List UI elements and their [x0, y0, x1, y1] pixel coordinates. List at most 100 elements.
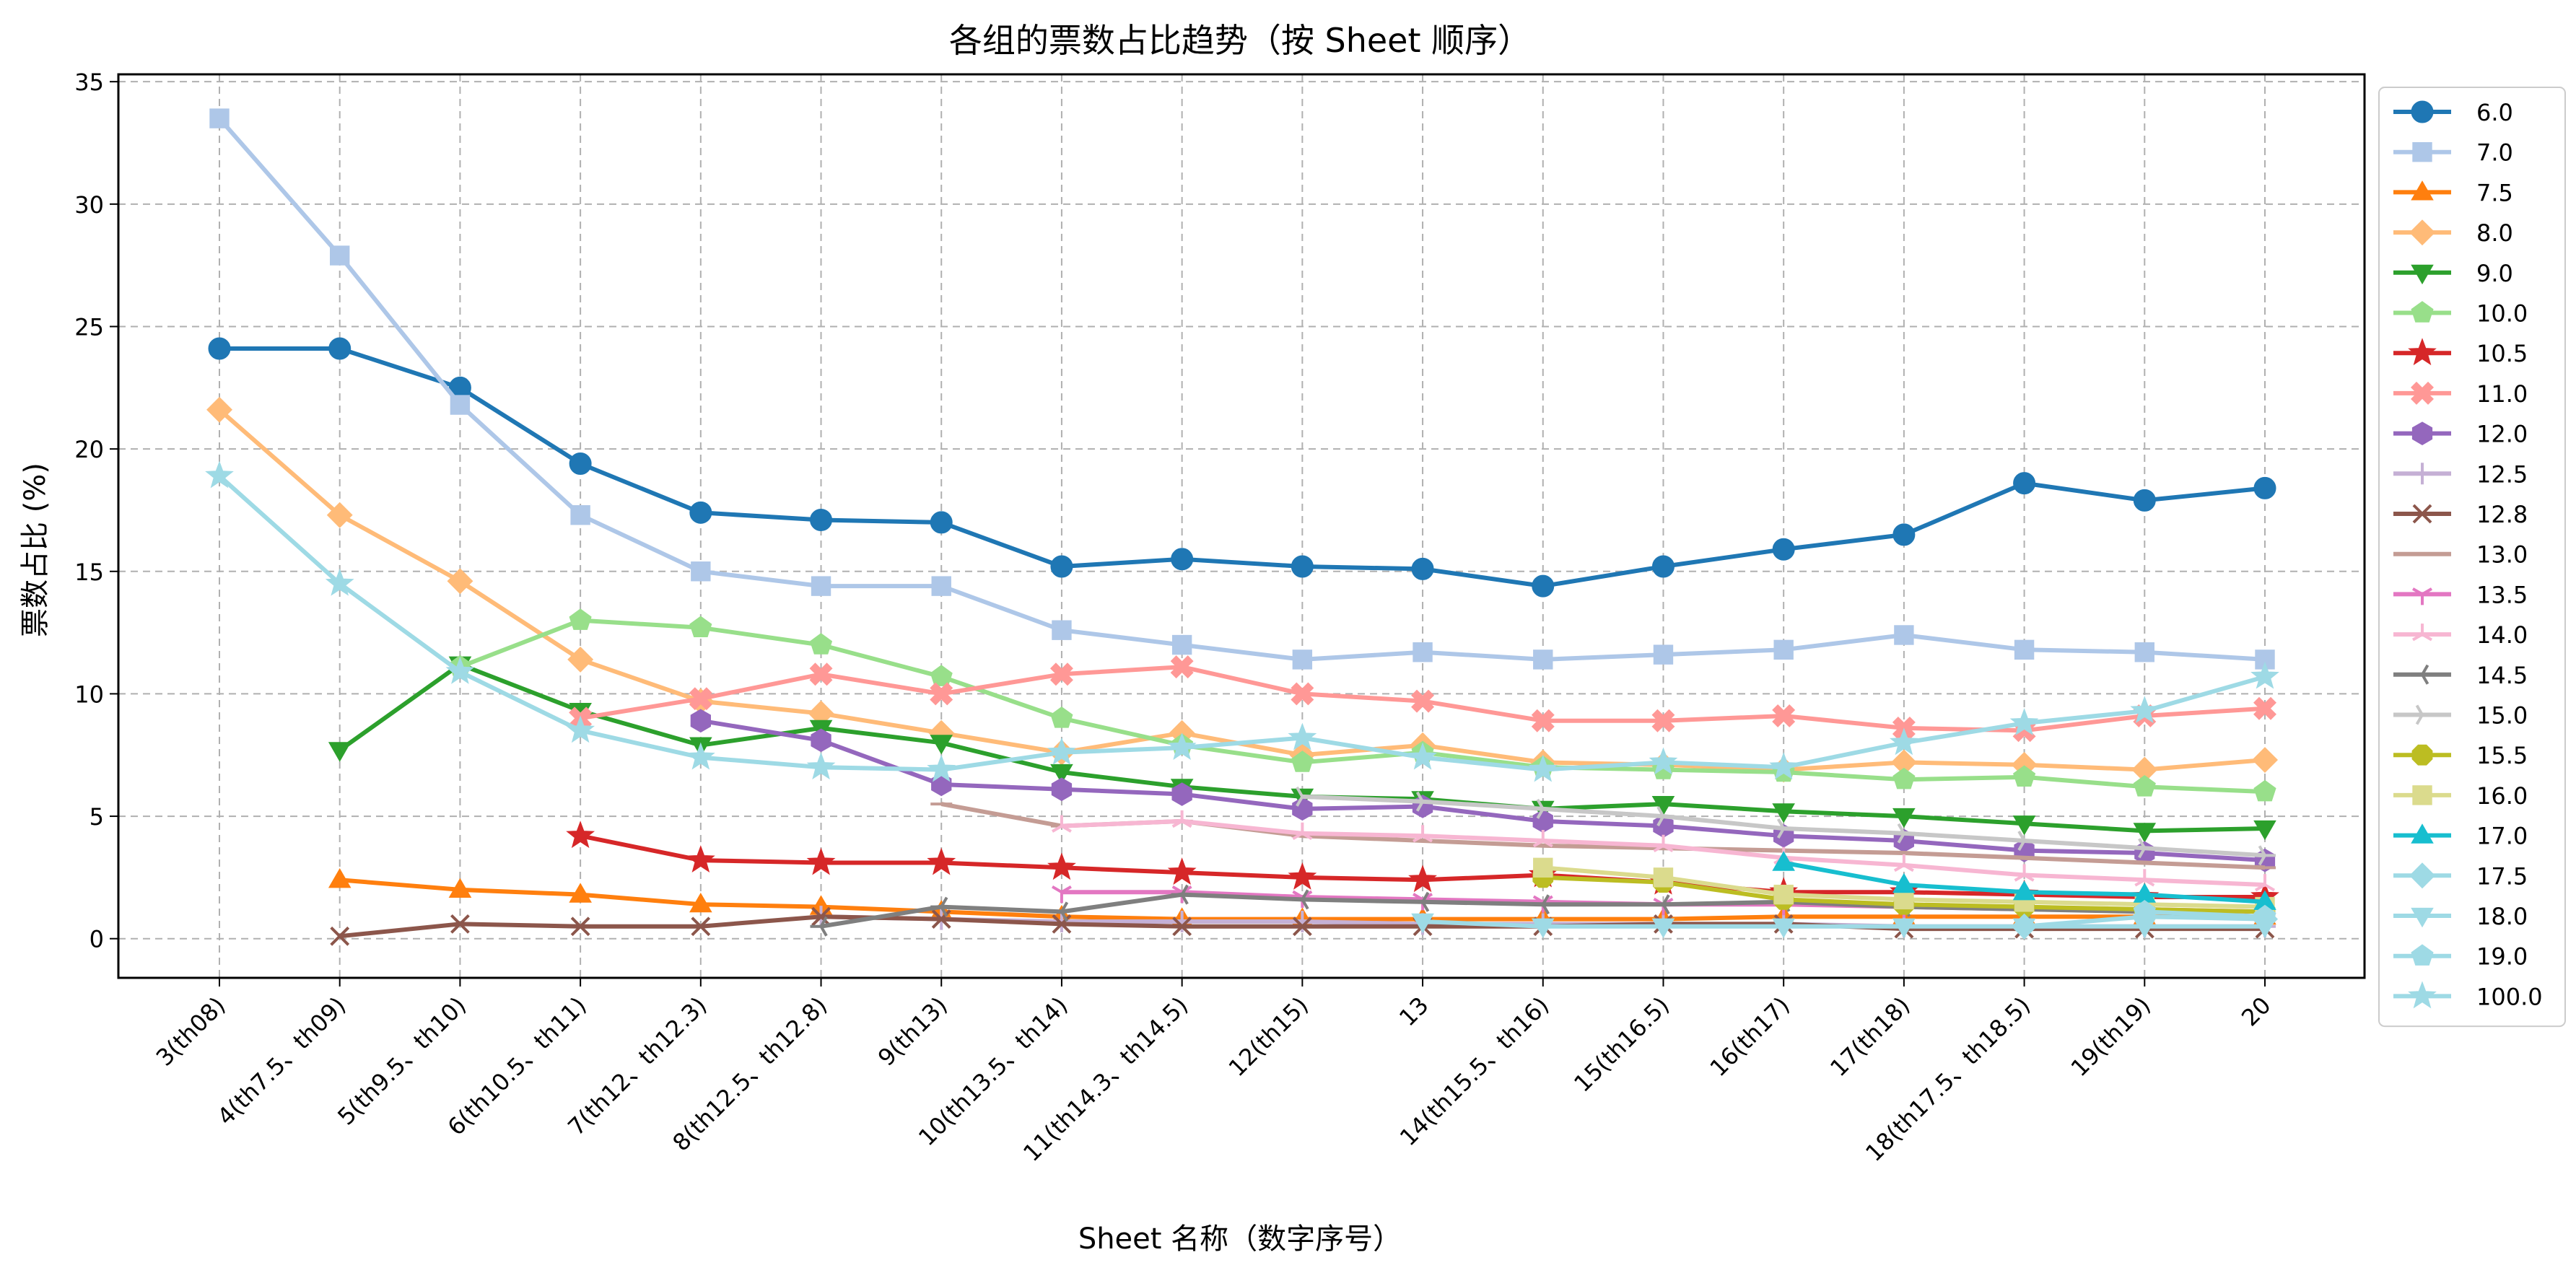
legend-label: 15.0	[2476, 702, 2528, 730]
data-point	[1291, 910, 1314, 932]
legend: 6.0 7.0 7.5 8.0 9.0 10.0 10.5 11.0 12.0 12.5 12.8 1…	[2378, 87, 2566, 1028]
data-point	[930, 511, 953, 534]
data-point	[325, 568, 354, 596]
legend-item: 14.0	[2393, 621, 2528, 649]
data-point	[1413, 642, 1433, 662]
x-tick-label: 15(th16.5)	[1568, 992, 1675, 1098]
legend-label: 6.0	[2476, 99, 2513, 126]
legend-marker	[2411, 907, 2434, 928]
data-point	[1408, 742, 1437, 770]
legend-label: 10.5	[2476, 340, 2528, 367]
legend-item: 10.5	[2393, 338, 2528, 367]
data-point	[1050, 764, 1073, 784]
data-point	[2133, 774, 2156, 797]
y-tick-label: 0	[89, 926, 104, 953]
data-point	[1652, 894, 1670, 915]
legend-item: 17.5	[2393, 862, 2528, 890]
data-point	[206, 396, 233, 423]
data-point	[1653, 867, 1674, 888]
data-point	[927, 754, 956, 782]
data-point	[450, 914, 470, 934]
data-point	[809, 662, 833, 686]
x-tick-label: 16(th17)	[1705, 992, 1795, 1082]
legend-label: 9.0	[2476, 260, 2513, 287]
data-point	[1653, 834, 1674, 853]
legend-marker	[2411, 264, 2434, 285]
data-point	[1769, 752, 1799, 780]
data-point	[810, 509, 833, 532]
data-point	[1892, 767, 1916, 789]
legend-item: 13.0	[2393, 541, 2528, 569]
legend-marker	[2412, 142, 2432, 162]
data-point	[930, 682, 953, 706]
legend-label: 15.5	[2476, 742, 2528, 769]
legend-item: 8.0	[2393, 219, 2513, 247]
data-point	[1536, 798, 1554, 819]
series-layer	[205, 108, 2279, 946]
legend-item: 17.0	[2393, 823, 2528, 850]
data-point	[566, 715, 595, 743]
x-tick-label: 17(th18)	[1825, 992, 1915, 1082]
legend-item: 12.8	[2393, 501, 2528, 528]
legend-box	[2378, 87, 2566, 1028]
legend-item: 19.0	[2393, 943, 2528, 971]
data-point	[330, 245, 350, 266]
data-point	[1291, 889, 1309, 910]
series-line	[459, 618, 2266, 795]
data-point	[806, 752, 836, 780]
data-point	[1172, 917, 1192, 937]
data-point	[1773, 639, 1794, 660]
legend-label: 12.0	[2476, 421, 2528, 448]
y-axis: 0 5 10 15 20 25 30 35	[74, 69, 118, 953]
data-point	[2134, 642, 2154, 662]
legend-marker	[2411, 301, 2434, 323]
x-tick-label: 13	[1394, 992, 1434, 1032]
legend-item: 9.0	[2393, 260, 2513, 287]
series-line	[219, 346, 2266, 589]
legend-marker	[2411, 744, 2433, 766]
legend-label: 16.0	[2476, 782, 2528, 810]
data-point	[1772, 704, 1796, 727]
legend-marker	[2412, 624, 2432, 642]
data-point	[1288, 862, 1317, 890]
legend-marker	[2412, 504, 2432, 524]
data-point	[2131, 756, 2158, 783]
data-point	[1171, 910, 1193, 932]
legend-marker	[2411, 463, 2433, 485]
legend-item: 13.5	[2393, 581, 2528, 608]
legend-label: 7.5	[2476, 179, 2513, 206]
data-point	[1296, 786, 1314, 807]
data-point	[1532, 809, 1553, 834]
data-point	[569, 883, 592, 903]
series-line	[2144, 909, 2266, 919]
data-point	[1892, 918, 1916, 939]
data-point	[686, 845, 715, 873]
legend-label: 8.0	[2476, 219, 2513, 247]
data-point	[2138, 838, 2156, 859]
data-point	[569, 608, 592, 630]
series-100.0	[205, 460, 2279, 782]
data-point	[2253, 904, 2276, 927]
x-axis: 3(th08)4(th7.5、th09)5(th9.5、th10)6(th10.…	[151, 978, 2276, 1167]
data-point	[1531, 918, 1555, 939]
y-tick-label: 5	[89, 803, 104, 831]
data-point	[1772, 803, 1795, 823]
data-point	[931, 576, 951, 596]
data-point	[2133, 489, 2156, 512]
legend-item: 12.5	[2393, 460, 2528, 488]
x-tick-label: 9(th13)	[873, 992, 953, 1072]
legend-label: 12.8	[2476, 501, 2528, 528]
data-point	[1167, 857, 1197, 885]
legend-marker	[2411, 944, 2434, 966]
data-point	[1651, 796, 1675, 816]
data-point	[1897, 823, 1915, 844]
data-point	[2258, 845, 2276, 866]
data-point	[930, 896, 948, 917]
series-7.0	[209, 108, 2275, 670]
legend-marker	[2411, 823, 2434, 844]
legend-marker	[2411, 100, 2434, 123]
data-point	[811, 576, 831, 596]
data-point	[2253, 696, 2276, 720]
legend-label: 13.0	[2476, 541, 2528, 569]
